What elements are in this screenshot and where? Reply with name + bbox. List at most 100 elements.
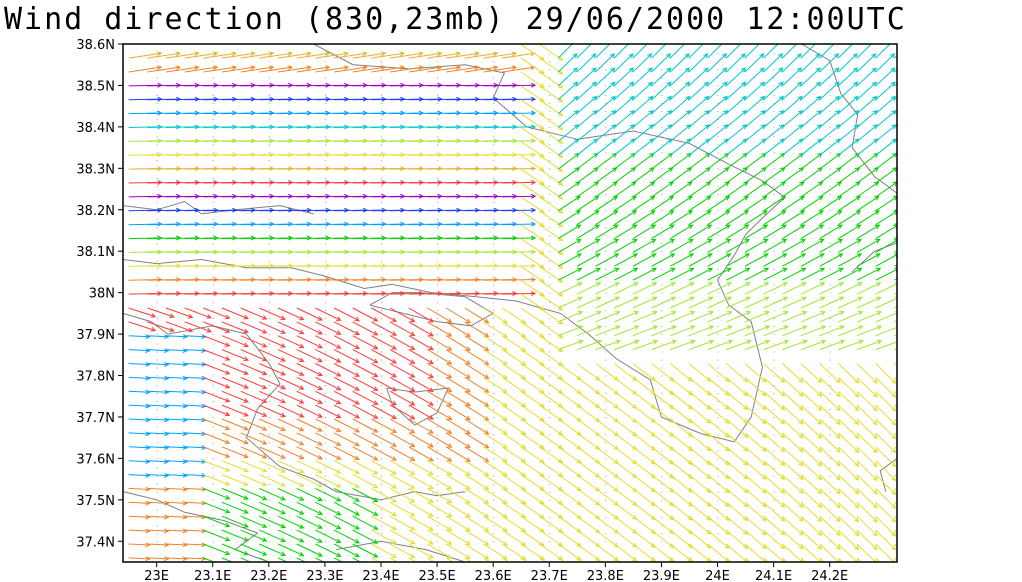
wind-arrow <box>128 389 151 395</box>
wind-arrow <box>763 325 789 337</box>
wind-arrow <box>781 418 804 439</box>
wind-arrow <box>837 53 858 73</box>
wind-arrow <box>651 325 677 337</box>
wind-arrow <box>782 224 806 240</box>
wind-arrow <box>558 311 584 323</box>
wind-arrow <box>838 339 864 351</box>
wind-arrow <box>464 501 490 518</box>
wind-arrow <box>427 543 453 559</box>
wind-arrow <box>147 307 175 319</box>
wind-arrow <box>408 321 434 337</box>
wind-arrow <box>819 446 841 467</box>
wind-arrow <box>725 501 749 522</box>
wind-arrow <box>856 404 878 426</box>
wind-arrow <box>576 109 598 128</box>
wind-arrow <box>819 152 842 170</box>
coastline-segment <box>123 312 466 501</box>
wind-arrow <box>389 557 399 562</box>
wind-arrow <box>875 363 897 384</box>
wind-arrow <box>427 501 453 518</box>
wind-arrow <box>464 376 490 393</box>
wind-arrow <box>781 138 804 156</box>
wind-arrow <box>277 321 305 335</box>
wind-arrow <box>147 556 170 562</box>
wind-arrow <box>688 81 710 101</box>
wind-arrow <box>277 349 305 362</box>
wind-arrow <box>315 307 342 321</box>
wind-arrow <box>595 95 616 114</box>
wind-arrow <box>819 53 840 73</box>
wind-arrow <box>147 514 170 520</box>
wind-arrow <box>651 152 674 170</box>
wind-arrow <box>744 529 767 550</box>
wind-arrow <box>725 529 749 550</box>
wind-arrow <box>726 296 752 309</box>
wind-arrow <box>856 81 878 101</box>
wind-arrow <box>427 474 453 490</box>
wind-arrow <box>352 376 379 391</box>
wind-arrow <box>147 500 170 506</box>
wind-arrow <box>688 418 712 438</box>
wind-arrow <box>445 376 471 393</box>
wind-arrow <box>800 543 822 562</box>
wind-arrow <box>763 432 786 453</box>
wind-arrow <box>259 543 287 556</box>
wind-arrow <box>539 543 564 561</box>
wind-arrow <box>389 460 416 475</box>
wind-arrow <box>688 138 711 156</box>
wind-arrow <box>819 432 841 453</box>
wind-arrow <box>763 210 787 226</box>
wind-arrow <box>184 65 219 73</box>
wind-arrow <box>688 404 712 424</box>
wind-arrow <box>837 67 859 87</box>
wind-arrow <box>744 460 767 480</box>
wind-arrow <box>613 282 639 295</box>
wind-arrow <box>277 404 305 418</box>
wind-arrow <box>763 253 788 267</box>
wind-arrow <box>763 501 786 522</box>
wind-arrow <box>576 167 599 184</box>
wind-arrow <box>632 339 659 351</box>
wind-arrow <box>128 514 151 520</box>
x-tick-label: 24E <box>705 569 730 582</box>
wind-arrow <box>557 253 582 267</box>
wind-arrow <box>651 418 675 438</box>
wind-arrow <box>744 432 767 453</box>
wind-arrow <box>707 210 731 226</box>
wind-arrow <box>557 557 565 562</box>
wind-arrow <box>763 474 786 494</box>
wind-arrow <box>221 418 249 431</box>
wind-arrow <box>837 460 860 481</box>
wind-arrow <box>184 417 207 423</box>
wind-arrow <box>819 95 841 114</box>
wind-arrow <box>147 389 170 395</box>
wind-arrow <box>165 334 189 340</box>
wind-arrow <box>763 488 786 508</box>
wind-arrow <box>221 390 249 403</box>
wind-arrow <box>707 325 733 337</box>
wind-arrow <box>389 404 416 420</box>
wind-arrow <box>165 321 194 333</box>
wind-arrow <box>445 418 471 435</box>
wind-arrow <box>651 253 676 267</box>
wind-arrow <box>259 390 287 404</box>
wind-arrow <box>147 542 170 548</box>
wind-arrow <box>184 361 207 367</box>
wind-arrow <box>744 325 771 337</box>
wind-arrow <box>819 363 841 384</box>
wind-arrow <box>539 515 564 533</box>
wind-arrow <box>165 375 189 381</box>
wind-arrow <box>800 124 822 142</box>
wind-arrow <box>502 221 537 227</box>
wind-arrow <box>800 138 823 156</box>
wind-arrow <box>221 51 256 59</box>
wind-arrow <box>894 250 897 253</box>
wind-arrow <box>595 44 597 45</box>
wind-arrow <box>389 390 416 406</box>
wind-arrow <box>800 181 824 198</box>
wind-arrow <box>277 51 312 59</box>
wind-arrow <box>221 460 249 473</box>
wind-arrow <box>296 487 324 501</box>
wind-arrow <box>445 446 471 462</box>
wind-arrow <box>875 460 897 482</box>
